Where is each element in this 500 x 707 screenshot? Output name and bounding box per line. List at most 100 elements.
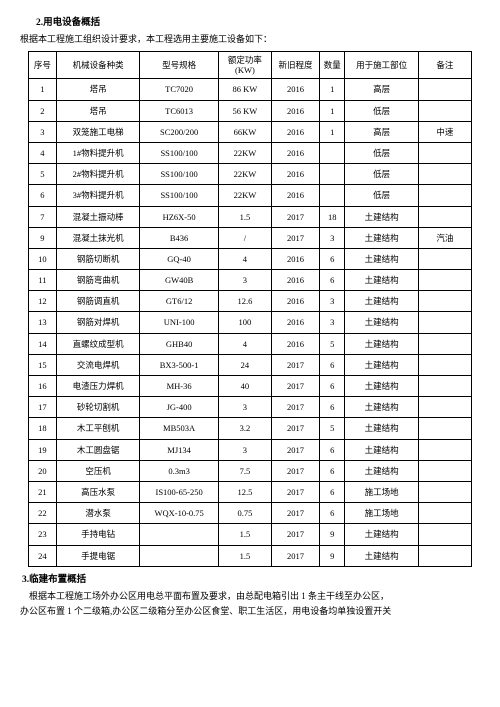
table-cell: 14: [29, 333, 57, 354]
table-cell: GHB40: [140, 333, 218, 354]
table-cell: 6: [320, 270, 345, 291]
table-cell: 18: [29, 418, 57, 439]
table-cell: GW40B: [140, 270, 218, 291]
table-cell: 7: [29, 206, 57, 227]
table-cell: 土建结构: [345, 333, 418, 354]
table-cell: 4: [29, 142, 57, 163]
table-cell: 17: [29, 397, 57, 418]
table-cell: 6: [320, 481, 345, 502]
table-cell: 土建结构: [345, 439, 418, 460]
table-cell: SS100/100: [140, 164, 218, 185]
table-cell: 2017: [272, 354, 320, 375]
table-cell: 2017: [272, 397, 320, 418]
table-cell: 3: [218, 439, 271, 460]
table-cell: 6: [29, 185, 57, 206]
table-cell: [418, 376, 471, 397]
table-cell: 低层: [345, 185, 418, 206]
table-cell: JG-400: [140, 397, 218, 418]
table-cell: 6: [320, 439, 345, 460]
table-cell: 9: [29, 227, 57, 248]
table-cell: 100: [218, 312, 271, 333]
table-cell: 11: [29, 270, 57, 291]
table-cell: 1.5: [218, 206, 271, 227]
table-cell: 3: [320, 227, 345, 248]
intro-text: 根据本工程施工组织设计要求，本工程选用主要施工设备如下：: [20, 32, 480, 45]
table-cell: 土建结构: [345, 227, 418, 248]
table-cell: MJ134: [140, 439, 218, 460]
table-cell: [320, 164, 345, 185]
table-cell: [418, 481, 471, 502]
table-cell: MH-36: [140, 376, 218, 397]
table-cell: 施工场地: [345, 503, 418, 524]
table-cell: 6: [320, 503, 345, 524]
section2-title: 2.用电设备概括: [20, 14, 480, 28]
table-cell: 土建结构: [345, 270, 418, 291]
table-cell: 10: [29, 248, 57, 269]
table-cell: [418, 333, 471, 354]
table-cell: SC200/200: [140, 121, 218, 142]
table-cell: 钢筋对焊机: [56, 312, 140, 333]
table-cell: 土建结构: [345, 376, 418, 397]
table-cell: 19: [29, 439, 57, 460]
table-cell: [320, 142, 345, 163]
table-wrapper: 序号 机械设备种类 型号规格 额定功率(KW) 新旧程度 数量 用于施工部位 备…: [20, 51, 480, 567]
table-cell: 土建结构: [345, 397, 418, 418]
table-cell: [418, 164, 471, 185]
table-cell: 13: [29, 312, 57, 333]
table-cell: 5: [29, 164, 57, 185]
table-cell: [418, 418, 471, 439]
table-cell: 2017: [272, 206, 320, 227]
table-cell: 22KW: [218, 142, 271, 163]
table-cell: 高层: [345, 121, 418, 142]
table-cell: 土建结构: [345, 291, 418, 312]
table-cell: 钢筋弯曲机: [56, 270, 140, 291]
table-cell: 2016: [272, 270, 320, 291]
table-cell: [418, 270, 471, 291]
col-qty: 数量: [320, 52, 345, 79]
footer-line1: 根据本工程施工场外办公区用电总平面布置及要求，由总配电箱引出 1 条主干线至办公…: [20, 589, 480, 604]
table-row: 20空压机0.3m37.520176土建结构: [29, 460, 472, 481]
table-cell: 混凝土振动棒: [56, 206, 140, 227]
table-cell: 2: [29, 100, 57, 121]
table-cell: /: [218, 227, 271, 248]
table-cell: 6: [320, 354, 345, 375]
table-cell: 低层: [345, 164, 418, 185]
table-cell: [418, 354, 471, 375]
table-cell: [418, 79, 471, 100]
table-cell: 土建结构: [345, 524, 418, 545]
table-cell: [140, 524, 218, 545]
table-cell: 3#物料提升机: [56, 185, 140, 206]
table-cell: 22: [29, 503, 57, 524]
table-cell: 15: [29, 354, 57, 375]
table-cell: 18: [320, 206, 345, 227]
table-cell: 2017: [272, 418, 320, 439]
table-cell: 手持电钻: [56, 524, 140, 545]
section3-title: 3.临建布置概括: [20, 571, 480, 585]
col-use: 用于施工部位: [345, 52, 418, 79]
table-cell: 土建结构: [345, 206, 418, 227]
table-cell: 9: [320, 524, 345, 545]
col-type: 机械设备种类: [56, 52, 140, 79]
table-cell: BX3-500-1: [140, 354, 218, 375]
table-row: 11钢筋弯曲机GW40B320166土建结构: [29, 270, 472, 291]
table-cell: 土建结构: [345, 460, 418, 481]
table-cell: [320, 185, 345, 206]
table-cell: 12: [29, 291, 57, 312]
table-body: 1塔吊TC702086 KW20161高层2塔吊TC601356 KW20161…: [29, 79, 472, 566]
table-cell: 6: [320, 460, 345, 481]
table-cell: 1: [29, 79, 57, 100]
table-cell: [140, 545, 218, 566]
table-cell: 2017: [272, 481, 320, 502]
table-cell: 土建结构: [345, 248, 418, 269]
table-cell: 土建结构: [345, 312, 418, 333]
table-cell: 20: [29, 460, 57, 481]
table-cell: 0.3m3: [140, 460, 218, 481]
table-cell: WQX-10-0.75: [140, 503, 218, 524]
table-cell: 1.5: [218, 524, 271, 545]
table-row: 3双笼施工电梯SC200/20066KW20161高层中速: [29, 121, 472, 142]
table-cell: 木工平刨机: [56, 418, 140, 439]
table-cell: 7.5: [218, 460, 271, 481]
table-cell: 24: [29, 545, 57, 566]
table-cell: GQ-40: [140, 248, 218, 269]
table-row: 41#物料提升机SS100/10022KW2016低层: [29, 142, 472, 163]
